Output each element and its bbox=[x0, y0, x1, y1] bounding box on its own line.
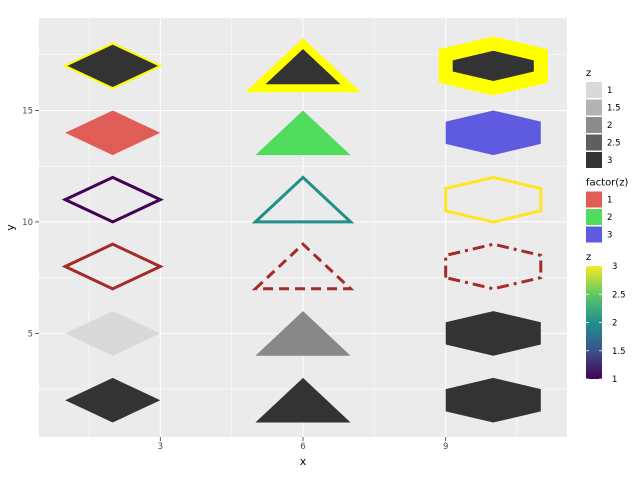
axes: 3 6 9 5 10 15 bbox=[22, 106, 448, 452]
hexagon-shape bbox=[445, 377, 541, 423]
x-tick-label: 9 bbox=[443, 442, 448, 452]
triangle-shape bbox=[255, 110, 351, 156]
legend-swatch bbox=[586, 191, 602, 208]
hexagon-shape bbox=[444, 242, 543, 291]
triangle-shape bbox=[251, 175, 355, 224]
legend-label: 2.5 bbox=[607, 139, 621, 149]
legend-title: z bbox=[586, 68, 591, 79]
colorbar-tick-label: 2 bbox=[612, 319, 617, 329]
legend-swatch bbox=[586, 226, 602, 243]
hexagon-shape bbox=[445, 110, 541, 156]
hexagon-shape bbox=[444, 175, 543, 224]
diamond-shape bbox=[65, 377, 161, 423]
x-axis-label: x bbox=[300, 455, 307, 468]
triangle-shape bbox=[255, 377, 351, 423]
triangle-shape bbox=[255, 311, 351, 356]
colorbar-tick-label: 1 bbox=[612, 375, 617, 385]
legend-label: 3 bbox=[607, 156, 612, 166]
hexagon-shape bbox=[438, 36, 548, 96]
triangle-shape bbox=[245, 38, 361, 93]
legend-label: 3 bbox=[607, 231, 612, 241]
y-tick-label: 15 bbox=[22, 106, 33, 116]
colorbar bbox=[586, 266, 602, 379]
legend-swatch bbox=[586, 134, 602, 151]
colorbar-tick-label: 1.5 bbox=[612, 347, 626, 357]
legend-title: factor(z) bbox=[586, 178, 628, 189]
legend-swatch bbox=[586, 152, 602, 168]
diamond-shape bbox=[62, 42, 163, 90]
x-tick-label: 6 bbox=[300, 442, 305, 452]
colorbar-tick-label: 3 bbox=[612, 262, 617, 272]
diamond-shape bbox=[65, 110, 161, 156]
legend-label: 2 bbox=[607, 121, 612, 131]
y-axis-label: y bbox=[4, 224, 17, 231]
colorbar-tick-label: 2.5 bbox=[612, 290, 626, 300]
diamond-shape bbox=[61, 242, 164, 291]
legend-swatch bbox=[586, 99, 602, 116]
legend-label: 1.5 bbox=[607, 104, 621, 114]
y-tick-label: 5 bbox=[28, 329, 33, 339]
legend-swatch bbox=[586, 117, 602, 133]
legend-title: z bbox=[586, 252, 591, 263]
legend-swatch bbox=[586, 209, 602, 225]
legend-label: 1 bbox=[607, 196, 612, 206]
legend-swatch bbox=[586, 82, 602, 98]
x-tick-label: 3 bbox=[158, 442, 163, 452]
legend-label: 2 bbox=[607, 213, 612, 223]
diamond-shape bbox=[65, 311, 161, 356]
legend-label: 1 bbox=[607, 86, 612, 96]
legend: z 1 1.5 2 2.5 3 factor(z) 1 2 3 z 3 2.5 2 1.5 1 bbox=[586, 68, 628, 385]
hexagon-shape bbox=[445, 311, 541, 356]
diamond-shape bbox=[61, 175, 164, 224]
shapes bbox=[61, 36, 548, 423]
triangle-shape bbox=[251, 242, 355, 291]
y-tick-label: 10 bbox=[22, 218, 33, 228]
